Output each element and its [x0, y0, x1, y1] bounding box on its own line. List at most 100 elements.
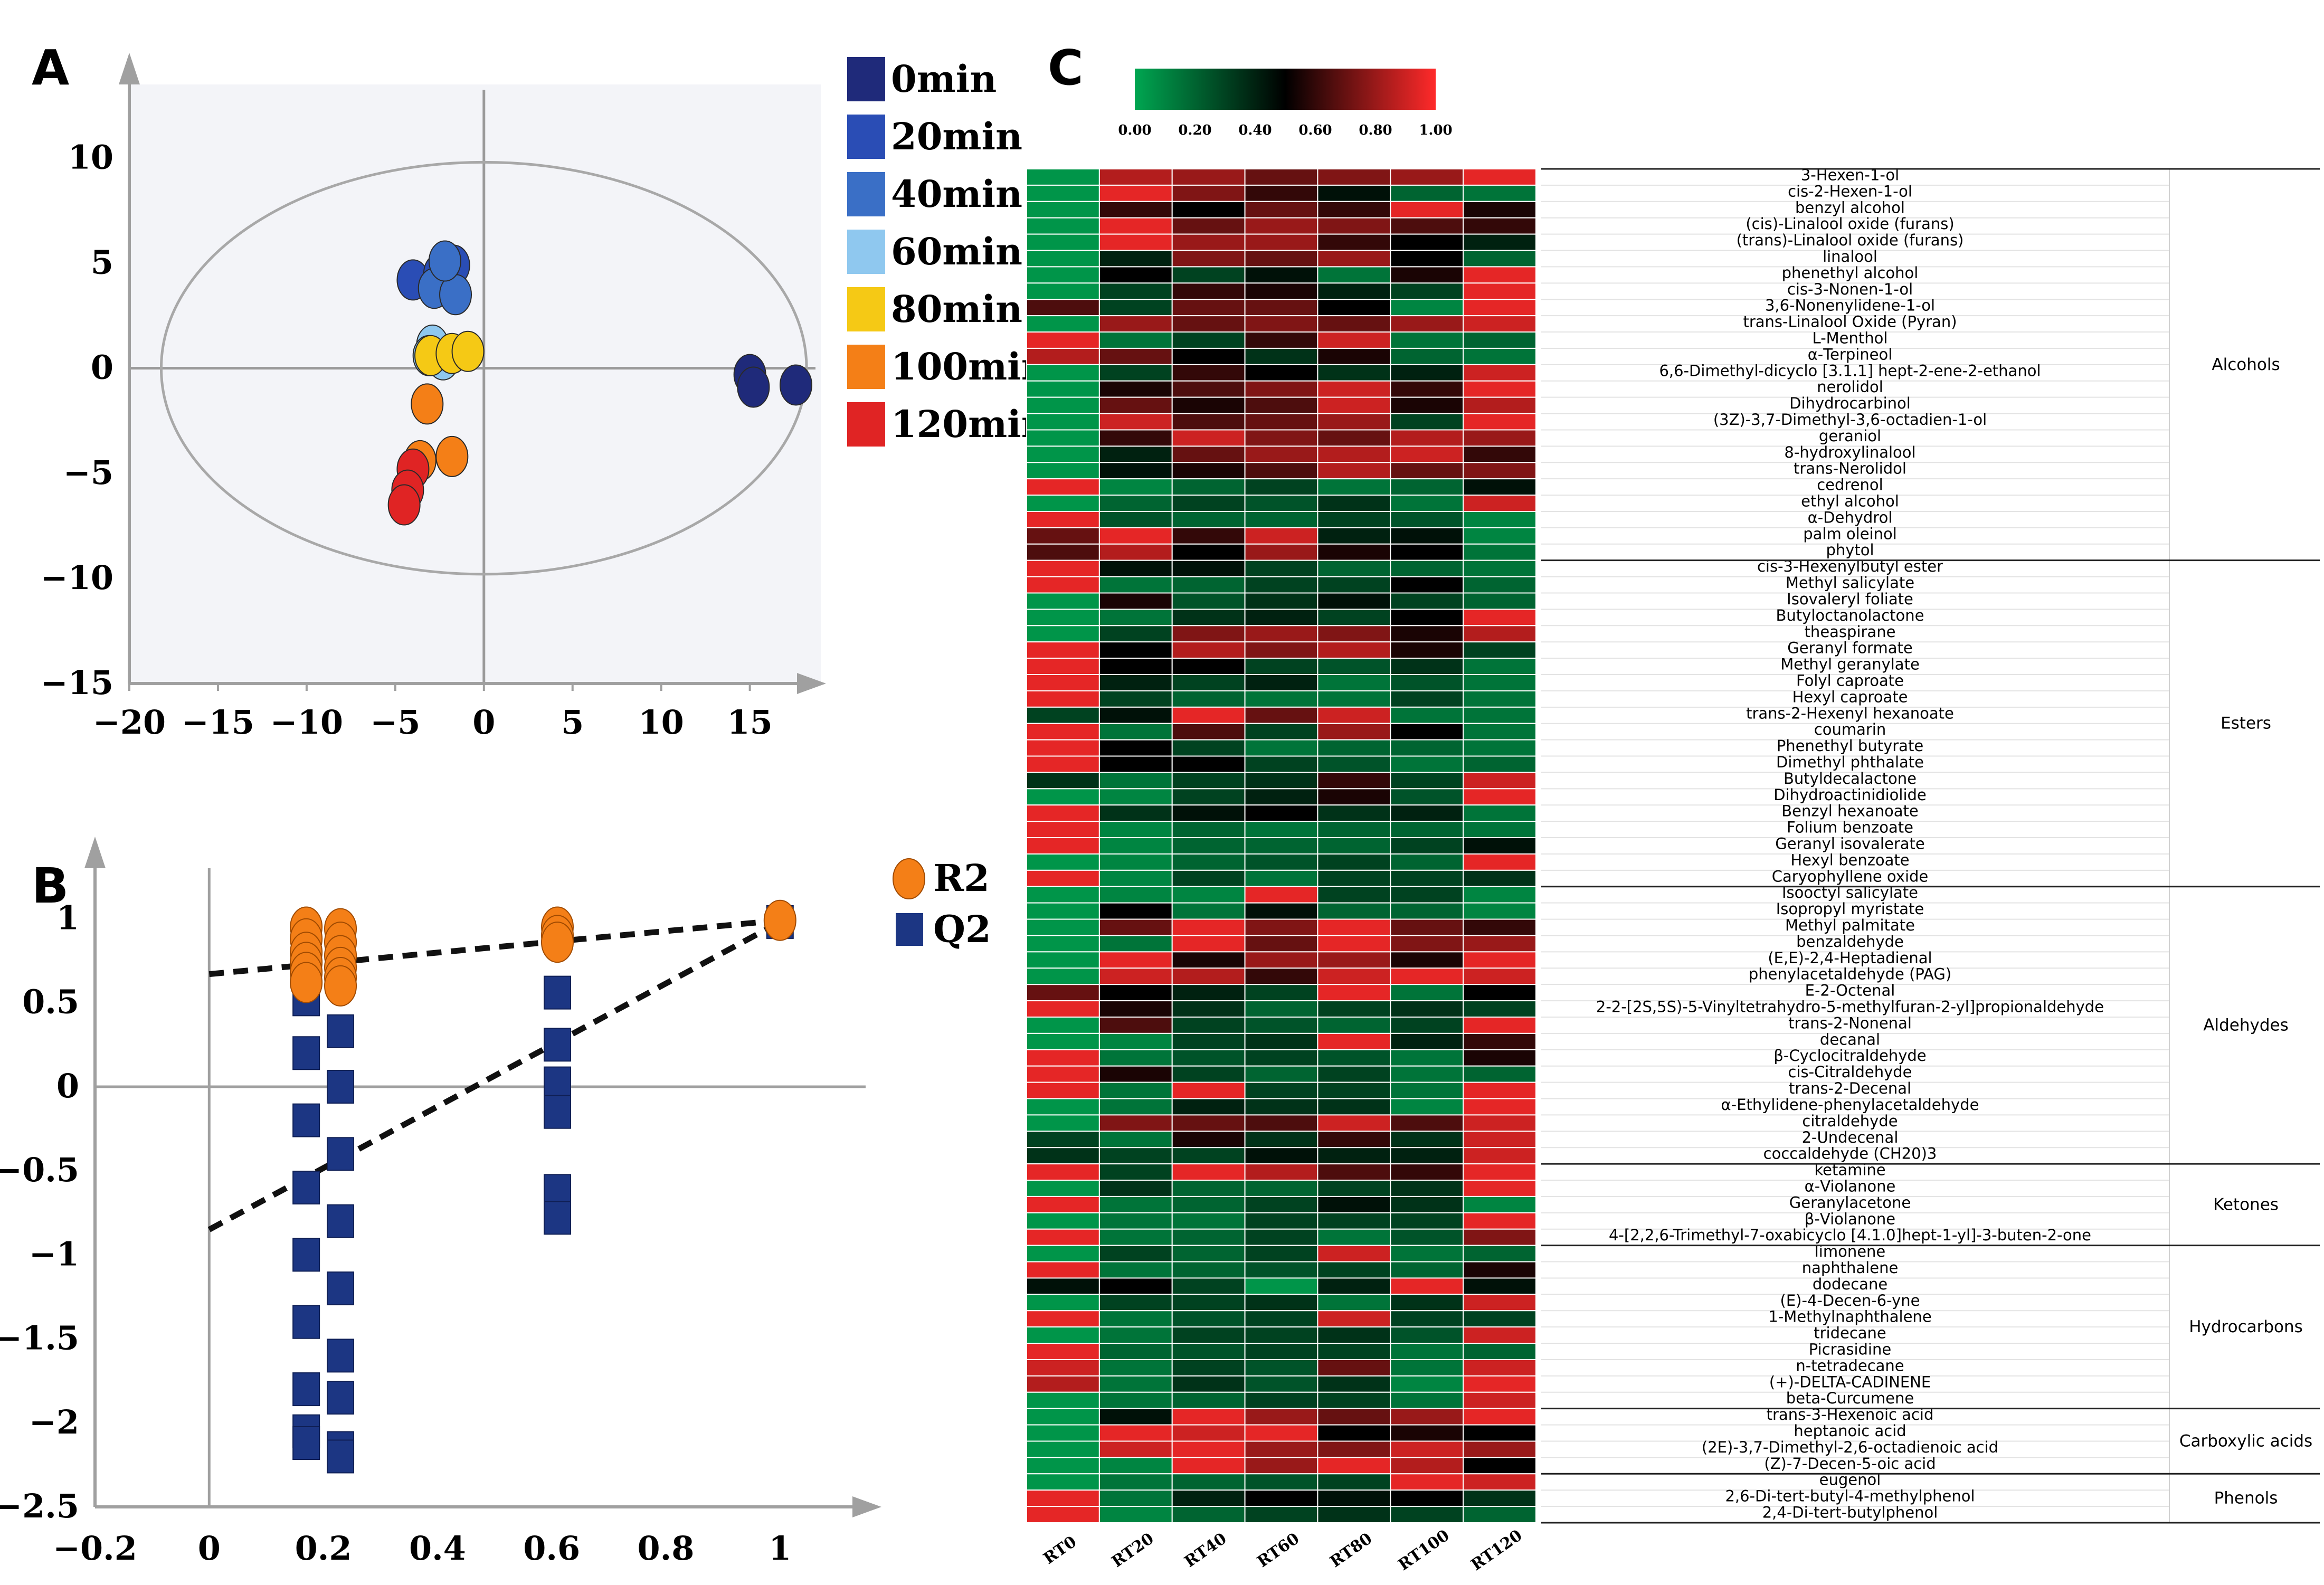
panel-c-cell-r57-c2	[1171, 1098, 1246, 1116]
panel-b-point-Q2-4	[292, 1238, 320, 1272]
panel-c-cell-r58-c1	[1098, 1114, 1173, 1132]
panel-c-cell-r45-c2	[1171, 902, 1246, 920]
panel-c-cell-r70-c3	[1244, 1310, 1318, 1328]
panel-c-cell-r81-c2	[1171, 1489, 1246, 1507]
panel-c-cell-r62-c2	[1171, 1180, 1246, 1197]
panel-c-group-label-Hydrocarbons: Hydrocarbons	[2189, 1317, 2303, 1336]
panel-c-cell-r10-c1	[1098, 331, 1173, 349]
panel-c-colorbar-tick: 0.20	[1178, 122, 1211, 138]
panel-c-cell-r53-c2	[1171, 1032, 1246, 1050]
panel-c-cell-r34-c2	[1171, 723, 1246, 741]
panel-c-cell-r7-c4	[1317, 282, 1391, 300]
panel-c-cell-r32-c1	[1098, 690, 1173, 708]
panel-c-cell-r21-c6	[1463, 510, 1536, 528]
panel-c-row-label: cedrenol	[1817, 476, 1883, 494]
panel-c-cell-r61-c3	[1244, 1163, 1318, 1181]
panel-b-point-Q2-8	[292, 1426, 320, 1460]
panel-a-x-tick-label: 5	[561, 703, 584, 742]
panel-c-cell-r75-c0	[1026, 1391, 1100, 1409]
panel-c-cell-r73-c6	[1463, 1359, 1536, 1377]
panel-c-row-label: 2,6-Di-tert-butyl-4-methylphenol	[1725, 1487, 1975, 1505]
panel-c-cell-r54-c3	[1244, 1049, 1318, 1067]
panel-c-cell-r40-c4	[1317, 821, 1391, 839]
panel-c-cell-r13-c0	[1026, 380, 1100, 398]
panel-a-x-tick-label: 10	[639, 703, 684, 742]
panel-c-cell-r6-c5	[1390, 266, 1464, 284]
panel-c-cell-r69-c6	[1463, 1294, 1536, 1312]
panel-c-row-label: (2E)-3,7-Dimethyl-2,6-octadienoic acid	[1702, 1438, 1998, 1456]
panel-a-x-arrow	[797, 673, 826, 694]
panel-c-cell-r47-c2	[1171, 935, 1246, 953]
panel-a-legend-label-60min: 60min	[891, 230, 1022, 273]
panel-c-cell-r61-c1	[1098, 1163, 1173, 1181]
panel-c-cell-r30-c3	[1244, 658, 1318, 676]
panel-c-cell-r26-c5	[1390, 592, 1464, 610]
panel-c-cell-r52-c5	[1390, 1016, 1464, 1034]
panel-c-cell-r2-c5	[1390, 201, 1464, 219]
panel-b-permutation-plot: B −0.2 0 0.2 0.4 0.6 0.8 1 1 0.5 0 −0.5 −1 −1.5 −2 −2.…	[0, 837, 991, 1568]
panel-c-row-label: trans-2-Decenal	[1789, 1079, 1911, 1097]
panel-c-cell-r47-c5	[1390, 935, 1464, 953]
panel-c-row-label: theaspirane	[1805, 623, 1896, 641]
panel-c-cell-r39-c4	[1317, 804, 1391, 822]
panel-a-legend-label-20min: 20min	[891, 115, 1022, 158]
panel-c-cell-r36-c1	[1098, 755, 1173, 773]
panel-c-cell-r2-c4	[1317, 201, 1391, 219]
panel-c-cell-r65-c5	[1390, 1228, 1464, 1246]
panel-c-cell-r60-c2	[1171, 1147, 1246, 1165]
panel-c-row-label: benzaldehyde	[1796, 933, 1904, 951]
panel-c-cells	[1026, 168, 1536, 1524]
panel-c-cell-r44-c0	[1026, 886, 1100, 904]
panel-c-cell-r74-c2	[1171, 1375, 1246, 1393]
panel-c-cell-r21-c4	[1317, 510, 1391, 528]
panel-c-cell-r13-c3	[1244, 380, 1318, 398]
panel-c-group-label-Alcohols: Alcohols	[2212, 355, 2280, 374]
panel-a-legend-swatch-60min	[847, 230, 885, 274]
panel-c-cell-r46-c4	[1317, 918, 1391, 936]
panel-b-y-tick-label: 1	[56, 899, 79, 937]
panel-c-cell-r62-c0	[1026, 1180, 1100, 1197]
panel-c-cell-r0-c5	[1390, 168, 1464, 186]
panel-c-cell-r62-c6	[1463, 1180, 1536, 1197]
panel-c-cell-r38-c4	[1317, 788, 1391, 806]
panel-c-row-label: α-Violanone	[1805, 1177, 1896, 1195]
panel-b-point-Q2-3	[292, 1171, 320, 1204]
panel-b-legend-label-Q2: Q2	[933, 907, 991, 951]
panel-c-cell-r6-c6	[1463, 266, 1536, 284]
panel-c-row-label: trans-2-Nonenal	[1788, 1014, 1912, 1032]
panel-c-cell-r11-c1	[1098, 347, 1173, 365]
panel-c-cell-r80-c0	[1026, 1473, 1100, 1491]
panel-c-cell-r23-c0	[1026, 543, 1100, 561]
panel-c-row-label: Methyl salicylate	[1786, 574, 1914, 592]
panel-c-cell-r48-c5	[1390, 951, 1464, 969]
panel-c-cell-r71-c0	[1026, 1326, 1100, 1344]
panel-c-cell-r20-c3	[1244, 495, 1318, 512]
panel-c-cell-r67-c0	[1026, 1261, 1100, 1279]
panel-c-cell-r62-c4	[1317, 1180, 1391, 1197]
panel-c-cell-r47-c1	[1098, 935, 1173, 953]
panel-c-cell-r81-c0	[1026, 1489, 1100, 1507]
panel-c-cell-r10-c2	[1171, 331, 1246, 349]
panel-c-cell-r16-c3	[1244, 429, 1318, 447]
panel-c-heatmap: C 0.00 0.20 0.40 0.60 0.80 1.00 3-Hexen-1-olc…	[1026, 40, 2320, 1574]
panel-c-cell-r24-c6	[1463, 559, 1536, 577]
panel-c-cell-r79-c2	[1171, 1457, 1246, 1475]
panel-c-cell-r34-c4	[1317, 723, 1391, 741]
panel-c-cell-r42-c2	[1171, 853, 1246, 871]
panel-c-cell-r72-c0	[1026, 1343, 1100, 1360]
panel-c-cell-r55-c3	[1244, 1065, 1318, 1083]
panel-c-cell-r19-c3	[1244, 478, 1318, 496]
panel-c-cell-r33-c5	[1390, 706, 1464, 724]
panel-c-cell-r60-c3	[1244, 1147, 1318, 1165]
panel-c-cell-r33-c6	[1463, 706, 1536, 724]
panel-c-cell-r27-c5	[1390, 609, 1464, 627]
panel-b-legend-label-R2: R2	[933, 856, 990, 900]
panel-c-cell-r31-c1	[1098, 674, 1173, 691]
panel-b-point-Q2-15	[327, 1381, 355, 1415]
panel-c-cell-r11-c6	[1463, 347, 1536, 365]
panel-c-cell-r8-c5	[1390, 299, 1464, 317]
panel-c-cell-r28-c3	[1244, 625, 1318, 643]
panel-c-cell-r1-c3	[1244, 184, 1318, 202]
panel-c-cell-r15-c2	[1171, 413, 1246, 431]
panel-c-cell-r31-c3	[1244, 674, 1318, 691]
